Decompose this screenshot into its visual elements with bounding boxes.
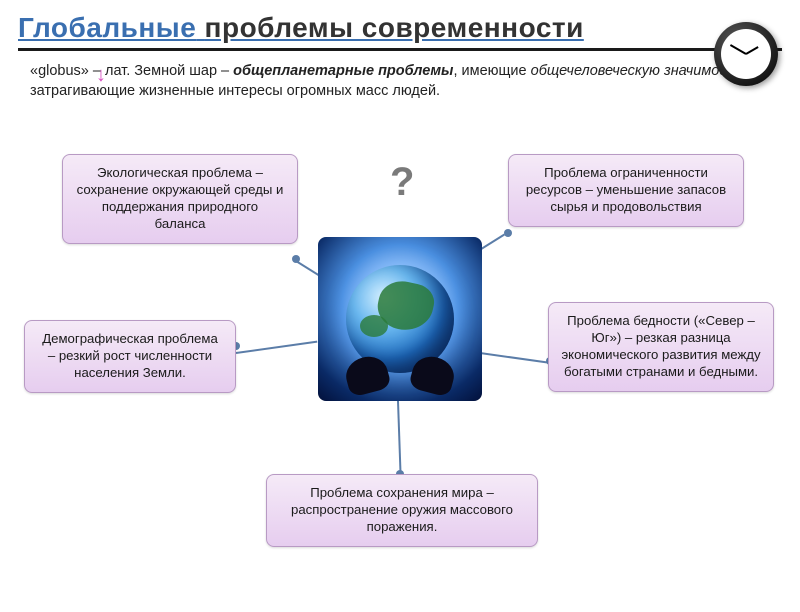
- connector-mr: [480, 352, 550, 364]
- sub-mid: , имеющие: [453, 63, 530, 79]
- title-part2: проблемы современности: [205, 12, 584, 43]
- box-poverty: Проблема бедности («Север – Юг») – резка…: [548, 302, 774, 392]
- box-resources: Проблема ограниченности ресурсов – умень…: [508, 154, 744, 227]
- question-mark: ?: [390, 160, 414, 205]
- subtitle: «globus» – лат. Земной шар – общепланета…: [30, 61, 770, 102]
- sub-prefix: «globus» – лат. Земной шар –: [30, 63, 233, 79]
- box-ecological: Экологическая проблема – сохранение окру…: [62, 154, 298, 244]
- box-peace: Проблема сохранения мира – распространен…: [266, 474, 538, 547]
- clock-icon: [708, 14, 788, 94]
- sub-bold: общепланетарные проблемы: [233, 63, 453, 79]
- page-title: Глобальные проблемы современности: [18, 12, 584, 43]
- box-demographic: Демографическая проблема – резкий рост ч…: [24, 320, 236, 393]
- connector-bc: [397, 401, 402, 477]
- globe-in-hands-icon: [318, 237, 482, 401]
- connector-dot-tr: [504, 229, 512, 237]
- title-part1: Глобальные: [18, 12, 196, 43]
- etymology-arrow-icon: ↓: [96, 64, 106, 87]
- title-bar: Глобальные проблемы современности: [18, 12, 782, 51]
- connector-dot-tl: [292, 255, 300, 263]
- connector-ml: [236, 341, 317, 354]
